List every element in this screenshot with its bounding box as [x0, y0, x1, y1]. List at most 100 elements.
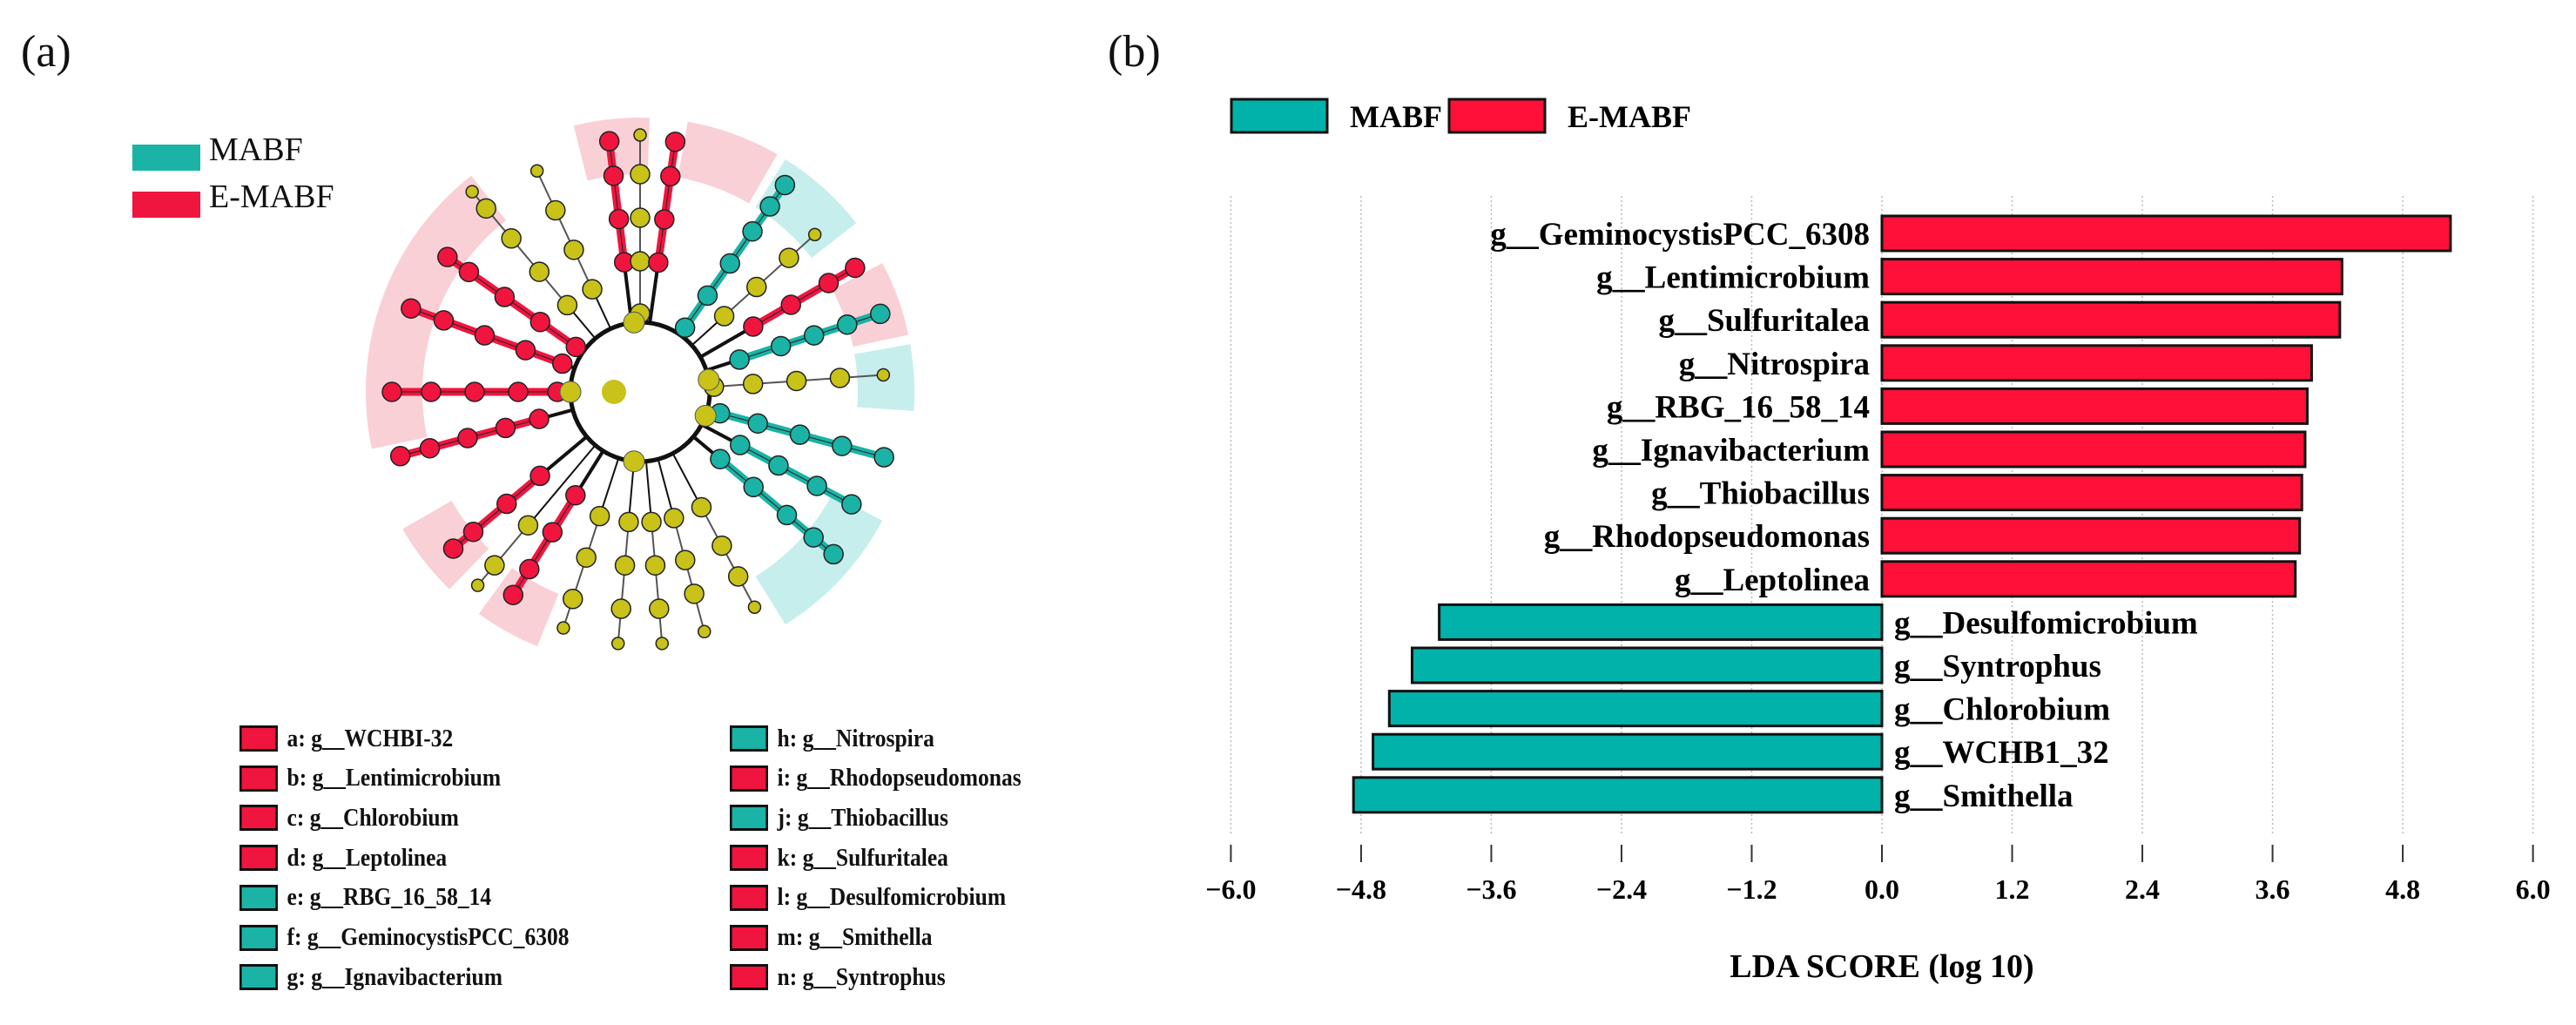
taxa-legend-item: b: g__Lentimicrobium: [239, 763, 501, 794]
taxa-legend-swatch: [239, 924, 278, 951]
bar-label: g__Desulfomicrobium: [1894, 605, 2198, 641]
clade-node: [623, 311, 645, 334]
bar: [1880, 214, 2452, 253]
clade-branch: [700, 506, 756, 608]
taxa-legend-item: l: g__Desulfomicrobium: [730, 882, 1006, 914]
clade-stem: [527, 444, 597, 526]
clade-node: [475, 198, 496, 219]
clade-branch: [476, 524, 529, 586]
clade-node: [551, 353, 573, 374]
clade-branch-outline: [609, 141, 625, 263]
taxa-legend-label: j: g__Thiobacillus: [777, 803, 948, 832]
clade-node: [565, 336, 587, 358]
clade-node: [743, 316, 764, 337]
clade-node: [464, 381, 485, 402]
bar: [1410, 646, 1884, 684]
taxa-legend-item: e: g__RBG_16_58_14: [239, 882, 491, 914]
taxa-legend-swatch: [730, 765, 768, 792]
clade-node: [803, 325, 825, 346]
clade-node: [727, 566, 749, 587]
taxa-legend-swatch: [730, 805, 768, 832]
clade-node: [515, 340, 536, 361]
clade-node: [694, 404, 717, 427]
clade-node: [529, 164, 544, 178]
taxa-legend-swatch: [730, 725, 768, 752]
clade-node: [774, 174, 796, 196]
taxa-legend-swatch: [239, 964, 278, 991]
clade-node: [462, 521, 484, 543]
clade-node: [442, 538, 464, 559]
bar-label: g__Nitrospira: [1679, 347, 1870, 382]
x-tick-label: 3.6: [2256, 873, 2290, 905]
clade-node: [519, 558, 540, 580]
clade-branch-outline: [512, 495, 577, 596]
clade-node: [759, 196, 780, 217]
bar-label: g__Thiobacillus: [1651, 476, 1870, 512]
clade-node: [654, 209, 675, 230]
x-axis-label: LDA SCORE (log 10): [1730, 948, 2033, 985]
clade-node: [437, 246, 458, 267]
clade-node: [698, 624, 711, 639]
taxa-legend-swatch: [239, 884, 278, 911]
clade-node: [823, 543, 844, 565]
clade-node: [529, 408, 550, 429]
bar: [1880, 258, 2343, 296]
taxa-legend-label: n: g__Syntrophus: [777, 962, 946, 991]
clade-node: [648, 252, 669, 273]
clade-node: [675, 550, 696, 570]
clade-node: [660, 165, 681, 187]
taxa-legend-label: b: g__Lentimicrobium: [287, 764, 502, 792]
taxa-legend-label: e: g__RBG_16_58_14: [287, 883, 492, 912]
clade-node: [807, 227, 822, 242]
clade-node: [818, 273, 840, 293]
x-tick-label: −1.2: [1726, 873, 1777, 905]
legend-label-mabf: MABF: [209, 131, 303, 168]
clade-node: [419, 437, 441, 459]
clade-node: [556, 621, 570, 635]
taxa-legend-item: m: g__Smithella: [730, 922, 932, 954]
legend-label-emabf: E-MABF: [209, 179, 334, 215]
clade-node: [542, 522, 563, 543]
clade-node: [779, 247, 799, 268]
cladogram: [366, 118, 914, 651]
taxa-legend-label: k: g__Sulfuritalea: [777, 843, 948, 872]
taxa-legend-swatch: [239, 805, 278, 832]
clade-node: [421, 381, 442, 402]
clade-node: [610, 637, 625, 651]
clade-node: [496, 493, 517, 515]
clade-node: [655, 637, 670, 651]
taxa-legend-item: d: g__Leptolinea: [239, 842, 447, 873]
bar-label: g__Ignavibacterium: [1592, 433, 1870, 469]
taxa-legend-item: n: g__Syntrophus: [730, 961, 946, 993]
clade-node: [719, 253, 740, 274]
clade-branch: [672, 517, 705, 632]
clade-node: [559, 381, 582, 403]
clade-node: [494, 287, 516, 307]
taxa-legend-item: h: g__Nitrospira: [730, 723, 934, 754]
x-tick-label: 4.8: [2385, 873, 2420, 905]
clade-branch-outline: [752, 267, 856, 327]
clade-node: [529, 261, 550, 282]
x-tick-label: −2.4: [1596, 873, 1647, 905]
clade-node: [641, 511, 662, 533]
bar: [1880, 430, 2307, 469]
bar-label: g__Leptolinea: [1675, 563, 1870, 598]
taxa-legend-label: i: g__Rhodopseudomonas: [777, 764, 1022, 792]
clade-node: [829, 368, 851, 388]
clade-node: [711, 535, 732, 556]
x-tick-label: 6.0: [2516, 873, 2551, 905]
taxa-legend-item: c: g__Chlorobium: [239, 802, 459, 833]
taxa-legend-swatch: [239, 725, 278, 752]
x-tick-label: 1.2: [1995, 873, 2030, 905]
clade-node: [786, 370, 807, 392]
clade-node: [484, 555, 505, 576]
clade-node: [517, 515, 539, 536]
clade-node: [474, 325, 496, 346]
bar: [1372, 732, 1884, 771]
clade-node: [789, 424, 811, 445]
clade-node: [698, 368, 720, 391]
bar-label: g__Sulfuritalea: [1658, 303, 1870, 339]
clade-node: [618, 511, 639, 533]
clade-node: [743, 476, 764, 498]
